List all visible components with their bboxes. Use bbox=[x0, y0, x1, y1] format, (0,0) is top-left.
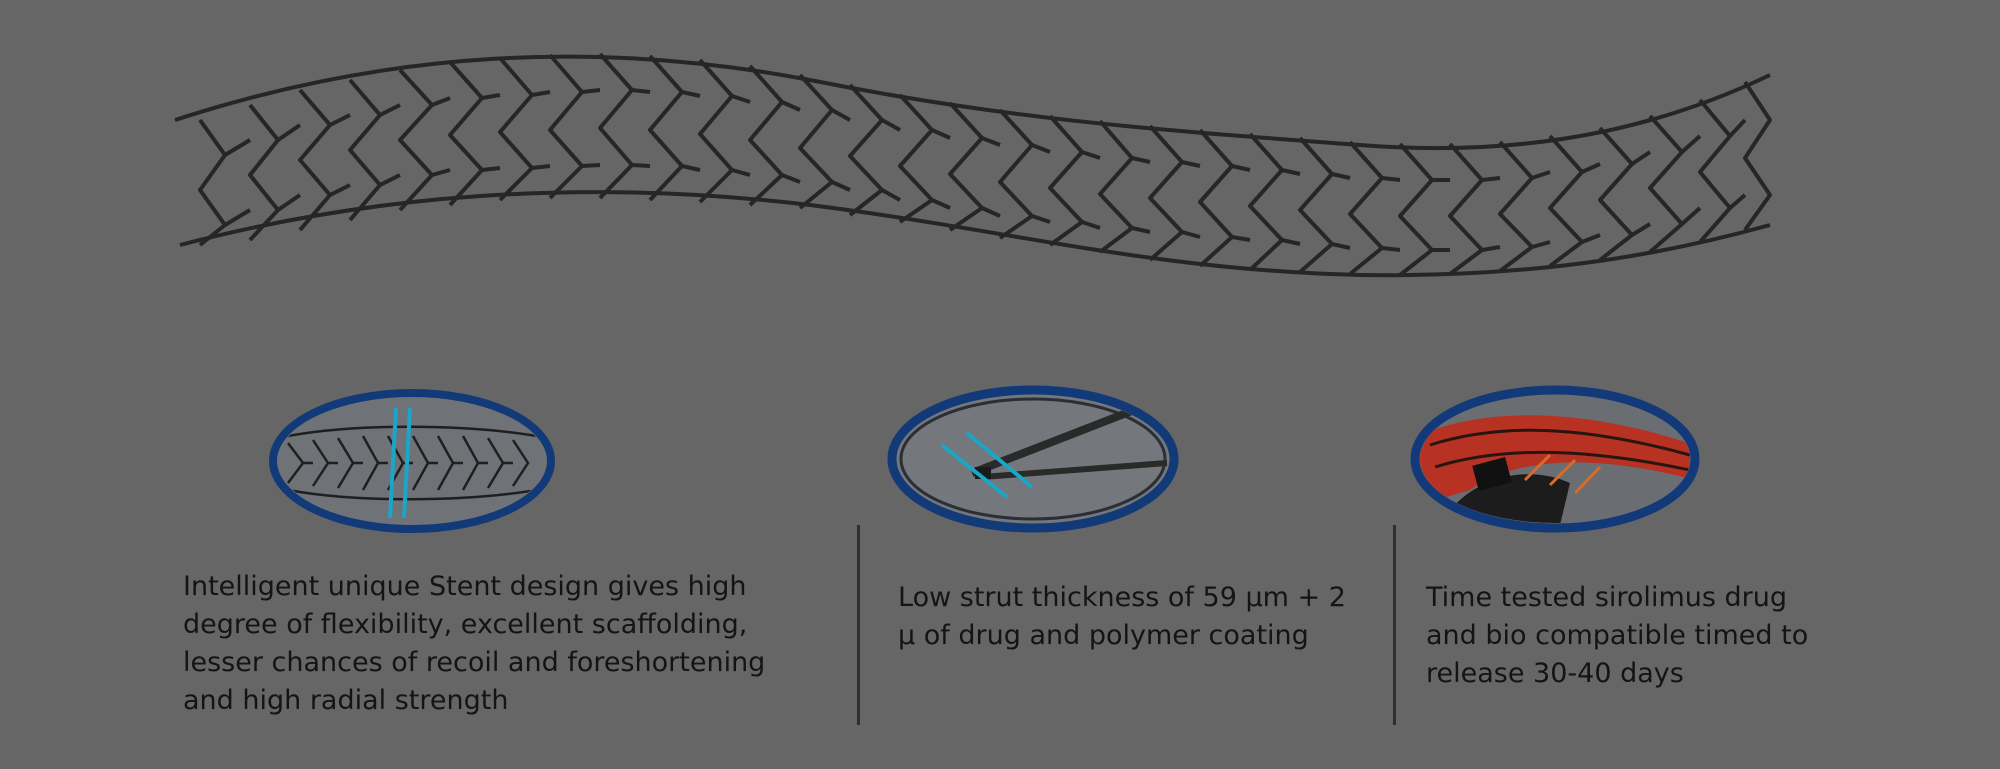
feature-description: Time tested sirolimus drug and bio compa… bbox=[1426, 582, 1809, 689]
stent-illustration bbox=[174, 52, 1772, 278]
strut-thickness-icon bbox=[887, 385, 1179, 533]
stent-design-icon bbox=[269, 389, 555, 533]
divider bbox=[1393, 525, 1396, 725]
feature-description: Intelligent unique Stent design gives hi… bbox=[183, 571, 766, 716]
drug-coating-icon bbox=[1410, 385, 1700, 533]
divider bbox=[857, 525, 860, 725]
feature-description: Low strut thickness of 59 µm + 2 µ of dr… bbox=[898, 582, 1346, 651]
